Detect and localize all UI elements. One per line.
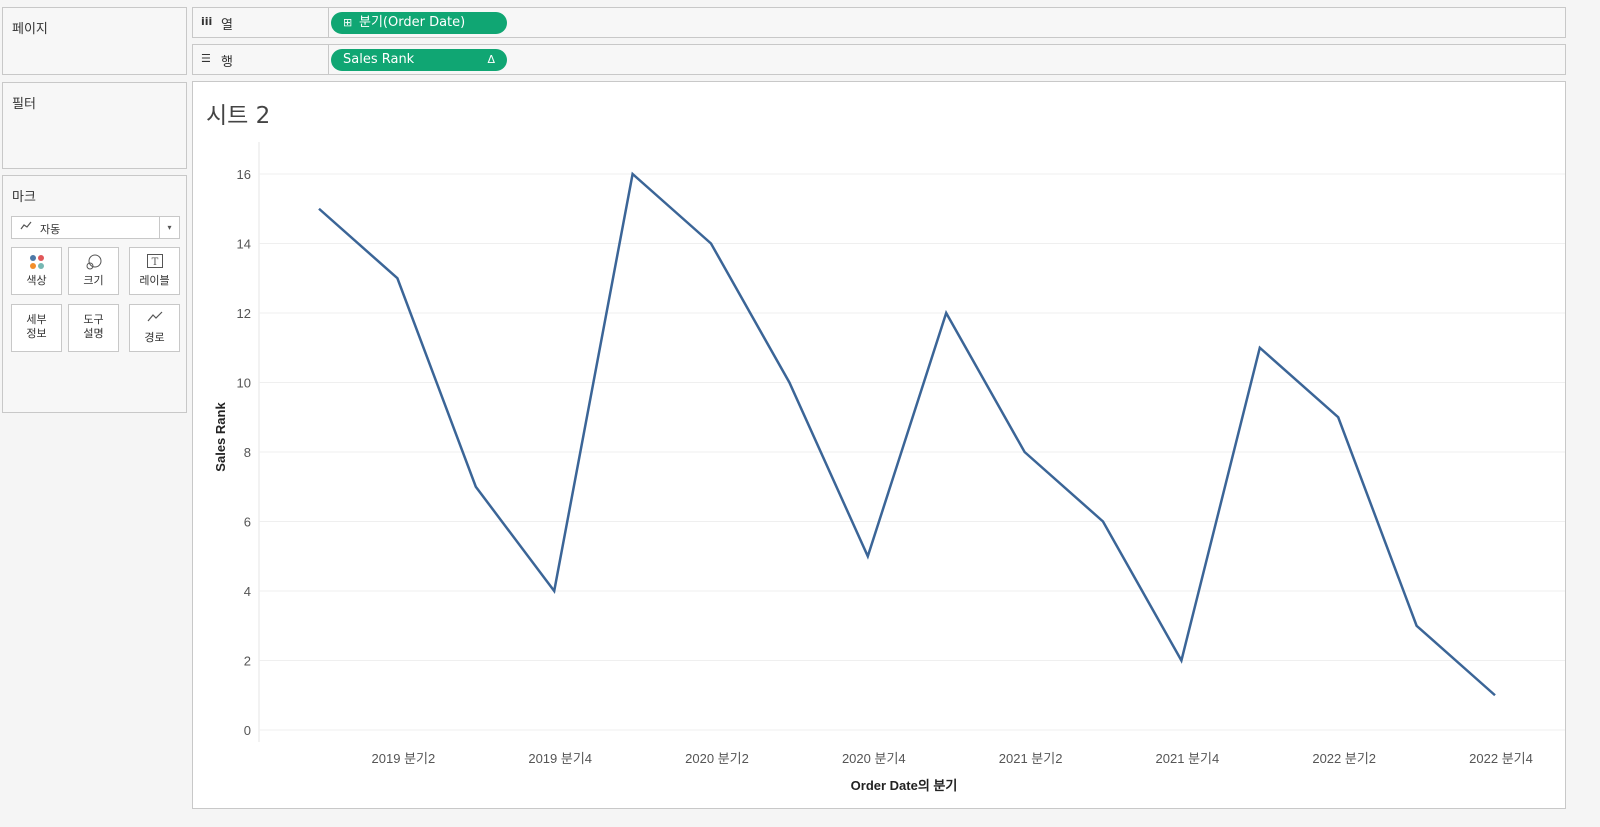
x-tick-label: 2021 분기2 xyxy=(999,751,1063,766)
size-button-label: 크기 xyxy=(83,274,104,287)
data-point[interactable] xyxy=(1414,623,1420,629)
columns-shelf[interactable]: iii 열 ⊞ 분기(Order Date) xyxy=(192,7,1566,38)
color-button[interactable]: 색상 xyxy=(11,247,62,295)
mark-type-dropdown[interactable]: 자동 ▾ xyxy=(11,216,180,239)
sales-rank-pill-label: Sales Rank xyxy=(343,52,415,67)
data-point[interactable] xyxy=(630,171,636,177)
chevron-down-icon[interactable]: ▾ xyxy=(159,217,179,238)
filters-panel[interactable]: 필터 xyxy=(2,82,187,169)
svg-text:T: T xyxy=(151,257,158,268)
line-mark-icon xyxy=(20,221,32,234)
data-point[interactable] xyxy=(1492,692,1498,698)
order-date-quarter-pill[interactable]: ⊞ 분기(Order Date) xyxy=(331,12,507,34)
data-point[interactable] xyxy=(316,206,322,212)
path-button-label: 경로 xyxy=(144,331,165,344)
path-line-icon xyxy=(130,311,179,331)
label-t-icon: T xyxy=(130,254,179,274)
x-tick-label: 2019 분기2 xyxy=(372,751,436,766)
x-tick-label: 2022 분기4 xyxy=(1469,751,1533,766)
y-tick-label: 2 xyxy=(244,654,251,669)
x-tick-label: 2021 분기4 xyxy=(1156,751,1220,766)
color-dots-icon xyxy=(12,254,61,274)
data-point[interactable] xyxy=(1178,658,1184,664)
sales-rank-line[interactable] xyxy=(318,171,1496,697)
rows-shelf-label: 행 xyxy=(221,55,233,70)
sales-rank-pill[interactable]: Sales Rank Δ xyxy=(331,49,507,71)
size-button[interactable]: 크기 xyxy=(68,247,119,295)
order-date-quarter-pill-label: 분기(Order Date) xyxy=(359,15,466,30)
x-tick-label: 2020 분기4 xyxy=(842,751,906,766)
data-point[interactable] xyxy=(1335,414,1341,420)
y-tick-label: 12 xyxy=(237,306,251,321)
rows-shelf[interactable]: ☰ 행 Sales Rank Δ xyxy=(192,44,1566,75)
marks-panel: 마크 자동 ▾ 색상 크기 T 레이블 세부 정보 도구 설명 경로 xyxy=(2,175,187,413)
data-point[interactable] xyxy=(1257,345,1263,351)
y-tick-label: 14 xyxy=(237,237,251,252)
worksheet-view: 시트 2 0 2 4 6 8 10 12 14 16 2019 분기2 2019 분기4 2020 분… xyxy=(192,81,1566,809)
label-button-label: 레이블 xyxy=(139,274,170,287)
y-tick-label: 6 xyxy=(244,515,251,530)
path-button[interactable]: 경로 xyxy=(129,304,180,352)
x-axis-title: Order Date의 분기 xyxy=(851,778,958,793)
data-point[interactable] xyxy=(473,484,479,490)
data-point[interactable] xyxy=(708,241,714,247)
table-calc-delta-icon: Δ xyxy=(487,53,495,66)
pages-panel[interactable]: 페이지 xyxy=(2,7,187,75)
tooltip-button-label: 도구 설명 xyxy=(83,313,104,340)
detail-button-label: 세부 정보 xyxy=(26,313,47,340)
columns-icon: iii xyxy=(201,15,213,28)
sheet-title: 시트 2 xyxy=(206,103,271,129)
detail-button[interactable]: 세부 정보 xyxy=(11,304,62,352)
color-button-label: 색상 xyxy=(26,274,47,287)
mark-type-label: 자동 xyxy=(40,223,61,236)
rows-list-icon: ☰ xyxy=(201,52,211,65)
data-point[interactable] xyxy=(786,380,792,386)
data-point[interactable] xyxy=(394,275,400,281)
pages-panel-title: 페이지 xyxy=(12,22,48,37)
y-tick-label: 0 xyxy=(244,723,251,738)
data-point[interactable] xyxy=(1100,519,1106,525)
y-tick-label: 10 xyxy=(237,376,251,391)
x-tick-label: 2020 분기2 xyxy=(685,751,749,766)
data-point[interactable] xyxy=(551,588,557,594)
label-button[interactable]: T 레이블 xyxy=(129,247,180,295)
x-tick-label: 2019 분기4 xyxy=(528,751,592,766)
columns-shelf-header: iii 열 xyxy=(193,8,329,37)
data-point[interactable] xyxy=(943,310,949,316)
y-tick-label: 8 xyxy=(244,445,251,460)
filters-panel-title: 필터 xyxy=(12,97,36,112)
columns-shelf-label: 열 xyxy=(221,18,233,33)
rows-shelf-header: ☰ 행 xyxy=(193,45,329,74)
y-axis-title: Sales Rank xyxy=(213,402,228,472)
y-tick-label: 16 xyxy=(237,167,251,182)
expand-plus-icon[interactable]: ⊞ xyxy=(343,16,353,29)
marks-panel-title: 마크 xyxy=(12,190,36,205)
tooltip-button[interactable]: 도구 설명 xyxy=(68,304,119,352)
line-chart: 0 2 4 6 8 10 12 14 16 2019 분기2 2019 분기4 2020 분기2 202… xyxy=(213,142,1565,793)
y-tick-label: 4 xyxy=(244,584,251,599)
x-tick-label: 2022 분기2 xyxy=(1312,751,1376,766)
data-point[interactable] xyxy=(1022,449,1028,455)
data-point[interactable] xyxy=(865,553,871,559)
size-circles-icon xyxy=(69,254,118,274)
